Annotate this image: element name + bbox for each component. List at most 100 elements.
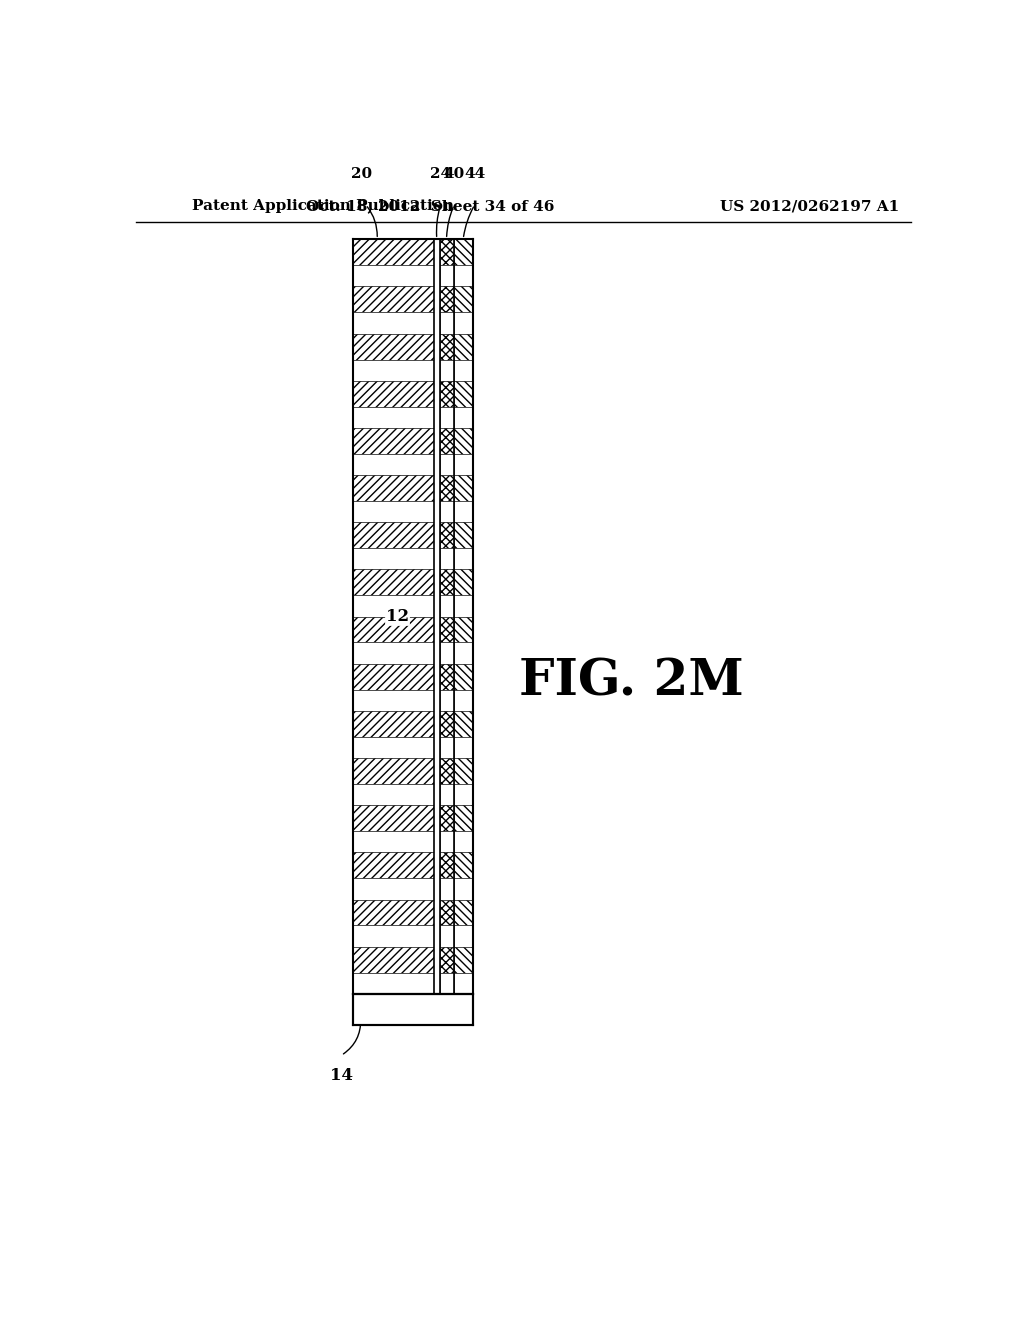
- Bar: [454, 359, 473, 380]
- Bar: [439, 548, 454, 569]
- Bar: [454, 313, 473, 334]
- Bar: [454, 899, 473, 925]
- Text: 44: 44: [464, 168, 485, 181]
- Bar: [352, 689, 434, 711]
- Bar: [352, 664, 434, 689]
- Bar: [352, 711, 434, 737]
- Bar: [439, 265, 454, 286]
- Text: 20: 20: [351, 168, 373, 181]
- Text: Oct. 18, 2012  Sheet 34 of 46: Oct. 18, 2012 Sheet 34 of 46: [306, 199, 554, 213]
- Bar: [439, 899, 454, 925]
- Bar: [454, 523, 473, 548]
- Bar: [454, 853, 473, 878]
- Bar: [352, 973, 434, 994]
- Bar: [352, 359, 434, 380]
- Bar: [352, 313, 434, 334]
- Bar: [352, 616, 434, 643]
- Bar: [352, 737, 434, 758]
- Bar: [434, 569, 439, 616]
- Bar: [439, 359, 454, 380]
- Bar: [454, 548, 473, 569]
- Bar: [454, 286, 473, 313]
- Bar: [454, 380, 473, 407]
- Bar: [352, 548, 434, 569]
- Bar: [439, 664, 454, 689]
- Bar: [454, 643, 473, 664]
- Bar: [352, 334, 434, 359]
- Bar: [454, 805, 473, 832]
- Bar: [352, 853, 434, 878]
- Bar: [352, 265, 434, 286]
- Bar: [352, 832, 434, 853]
- Bar: [439, 737, 454, 758]
- Text: 24: 24: [430, 168, 452, 181]
- Bar: [352, 502, 434, 523]
- Bar: [439, 475, 454, 502]
- Text: Patent Application Publication: Patent Application Publication: [191, 199, 454, 213]
- Bar: [439, 925, 454, 946]
- Bar: [434, 334, 439, 380]
- Bar: [439, 853, 454, 878]
- Bar: [352, 569, 434, 595]
- Bar: [352, 946, 434, 973]
- Bar: [454, 946, 473, 973]
- Bar: [454, 407, 473, 428]
- Bar: [454, 711, 473, 737]
- Text: 40: 40: [443, 168, 465, 181]
- Text: 14: 14: [330, 1067, 352, 1084]
- Bar: [439, 239, 454, 265]
- Bar: [439, 689, 454, 711]
- Bar: [439, 946, 454, 973]
- Bar: [439, 334, 454, 359]
- Bar: [434, 853, 439, 899]
- Bar: [352, 454, 434, 475]
- Bar: [439, 454, 454, 475]
- Bar: [439, 832, 454, 853]
- Bar: [434, 239, 439, 286]
- Text: FIG. 2M: FIG. 2M: [519, 657, 744, 706]
- Bar: [454, 737, 473, 758]
- Bar: [439, 643, 454, 664]
- Bar: [439, 286, 454, 313]
- Bar: [434, 428, 439, 475]
- Bar: [434, 711, 439, 758]
- Bar: [352, 407, 434, 428]
- Bar: [352, 925, 434, 946]
- Bar: [454, 502, 473, 523]
- Bar: [439, 878, 454, 899]
- Bar: [439, 784, 454, 805]
- Bar: [439, 758, 454, 784]
- Bar: [352, 805, 434, 832]
- Bar: [434, 946, 439, 994]
- Bar: [454, 878, 473, 899]
- Bar: [454, 616, 473, 643]
- Bar: [454, 265, 473, 286]
- Bar: [454, 664, 473, 689]
- Bar: [454, 428, 473, 454]
- Bar: [454, 689, 473, 711]
- Bar: [352, 239, 434, 265]
- Bar: [439, 428, 454, 454]
- Bar: [454, 334, 473, 359]
- Bar: [352, 994, 473, 1024]
- Bar: [352, 758, 434, 784]
- Bar: [434, 805, 439, 853]
- Bar: [454, 925, 473, 946]
- Bar: [434, 286, 439, 334]
- Bar: [434, 664, 439, 711]
- Bar: [454, 595, 473, 616]
- Bar: [439, 973, 454, 994]
- Bar: [454, 973, 473, 994]
- Bar: [439, 523, 454, 548]
- Bar: [434, 380, 439, 428]
- Bar: [439, 595, 454, 616]
- Bar: [439, 502, 454, 523]
- Bar: [434, 475, 439, 523]
- Bar: [352, 380, 434, 407]
- Bar: [454, 475, 473, 502]
- Bar: [439, 407, 454, 428]
- Bar: [454, 758, 473, 784]
- Bar: [454, 454, 473, 475]
- Bar: [352, 899, 434, 925]
- Bar: [352, 286, 434, 313]
